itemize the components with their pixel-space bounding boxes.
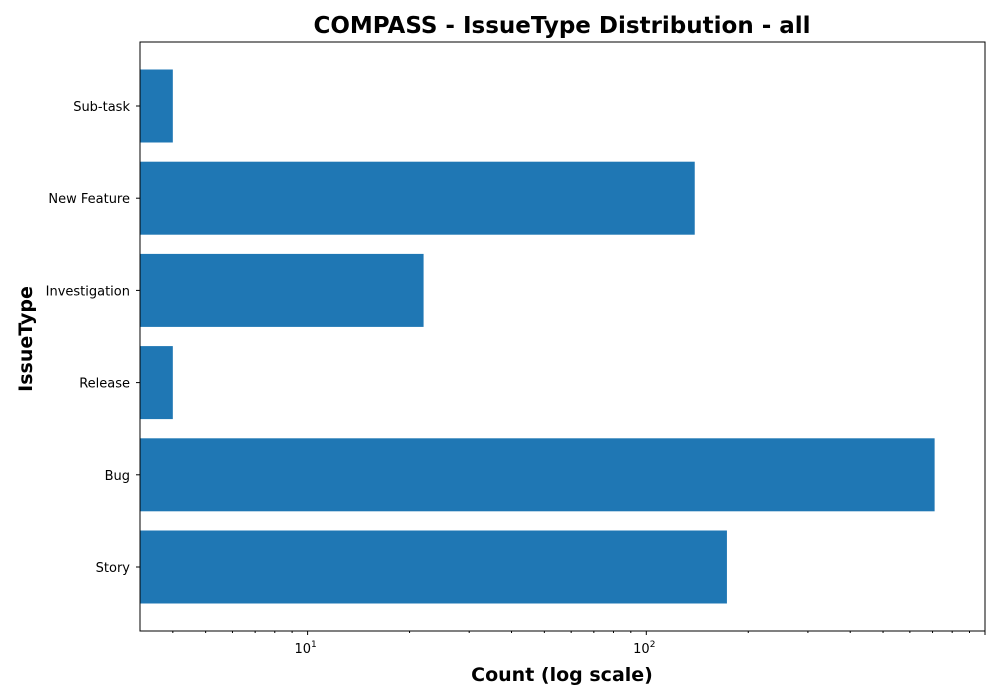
y-axis-label: IssueType bbox=[15, 286, 37, 392]
y-tick-label: Bug bbox=[105, 469, 130, 484]
bar-sub-task bbox=[140, 69, 173, 143]
bar-investigation bbox=[140, 253, 424, 327]
x-tick-label: 102 bbox=[633, 640, 655, 657]
x-axis-label: Count (log scale) bbox=[471, 664, 653, 686]
x-tick-label: 101 bbox=[294, 640, 316, 657]
y-tick-label: New Feature bbox=[48, 192, 130, 207]
x-axis-ticks: 101 102 bbox=[172, 631, 986, 657]
bar-story bbox=[140, 530, 727, 604]
y-tick-label: Story bbox=[96, 561, 131, 576]
bar-new-feature bbox=[140, 161, 695, 235]
y-tick-label: Release bbox=[79, 377, 130, 392]
chart-title: COMPASS - IssueType Distribution - all bbox=[313, 13, 810, 39]
y-tick-label: Sub-task bbox=[73, 100, 130, 115]
plot-frame bbox=[139, 41, 986, 632]
y-tick-label: Investigation bbox=[46, 284, 130, 299]
bar-release bbox=[140, 346, 173, 420]
y-axis-ticks: Story Bug Release Investigation New Feature S… bbox=[46, 100, 140, 576]
bars-group bbox=[140, 69, 935, 604]
bar-bug bbox=[140, 438, 935, 512]
